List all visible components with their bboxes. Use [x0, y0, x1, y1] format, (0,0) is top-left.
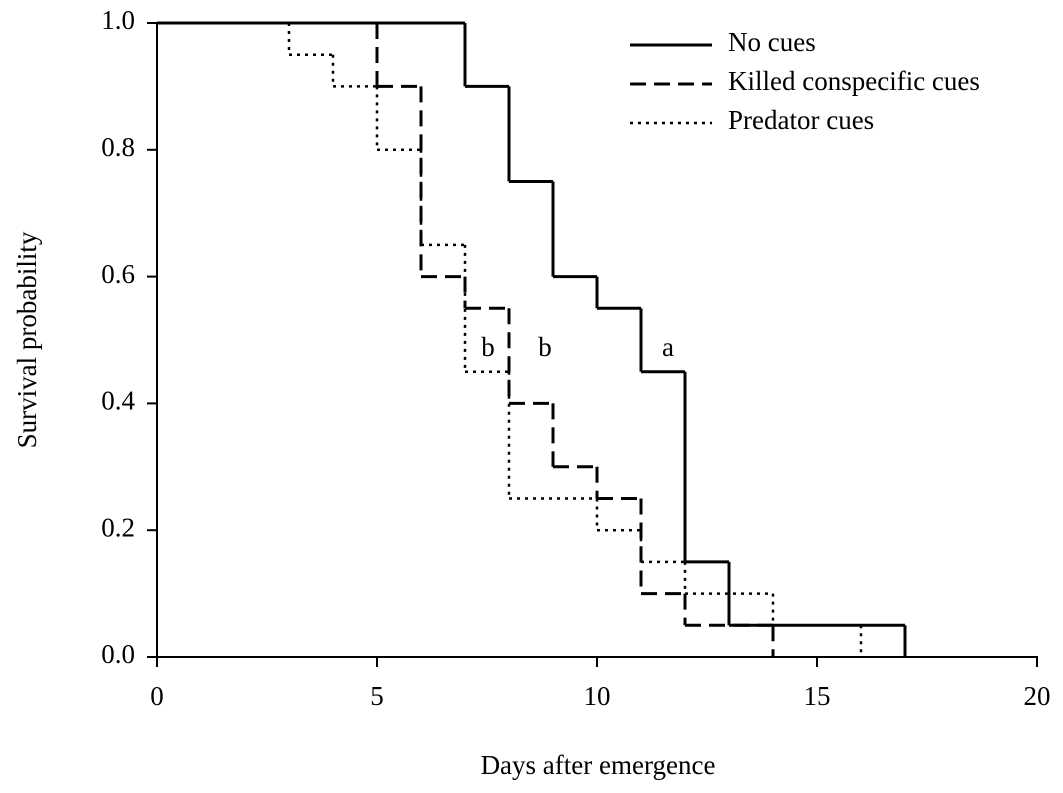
- y-tick-label: 0.2: [101, 512, 135, 542]
- y-tick-label: 0.0: [101, 639, 135, 669]
- y-axis-title: Survival probability: [12, 231, 42, 448]
- x-tick-label: 5: [370, 681, 384, 711]
- x-tick-label: 15: [804, 681, 831, 711]
- y-tick-label: 0.8: [101, 132, 135, 162]
- y-tick-label: 1.0: [101, 5, 135, 35]
- legend-label: Killed conspecific cues: [728, 66, 980, 96]
- annotation: b: [481, 332, 495, 362]
- legend-label: Predator cues: [728, 105, 874, 135]
- x-tick-label: 10: [584, 681, 611, 711]
- x-axis-title: Days after emergence: [481, 750, 716, 780]
- legend-label: No cues: [728, 27, 816, 57]
- annotation: b: [538, 332, 552, 362]
- y-tick-label: 0.4: [101, 386, 135, 416]
- annotation: a: [662, 332, 674, 362]
- x-tick-label: 0: [150, 681, 164, 711]
- x-tick-label: 20: [1024, 681, 1051, 711]
- y-tick-label: 0.6: [101, 259, 135, 289]
